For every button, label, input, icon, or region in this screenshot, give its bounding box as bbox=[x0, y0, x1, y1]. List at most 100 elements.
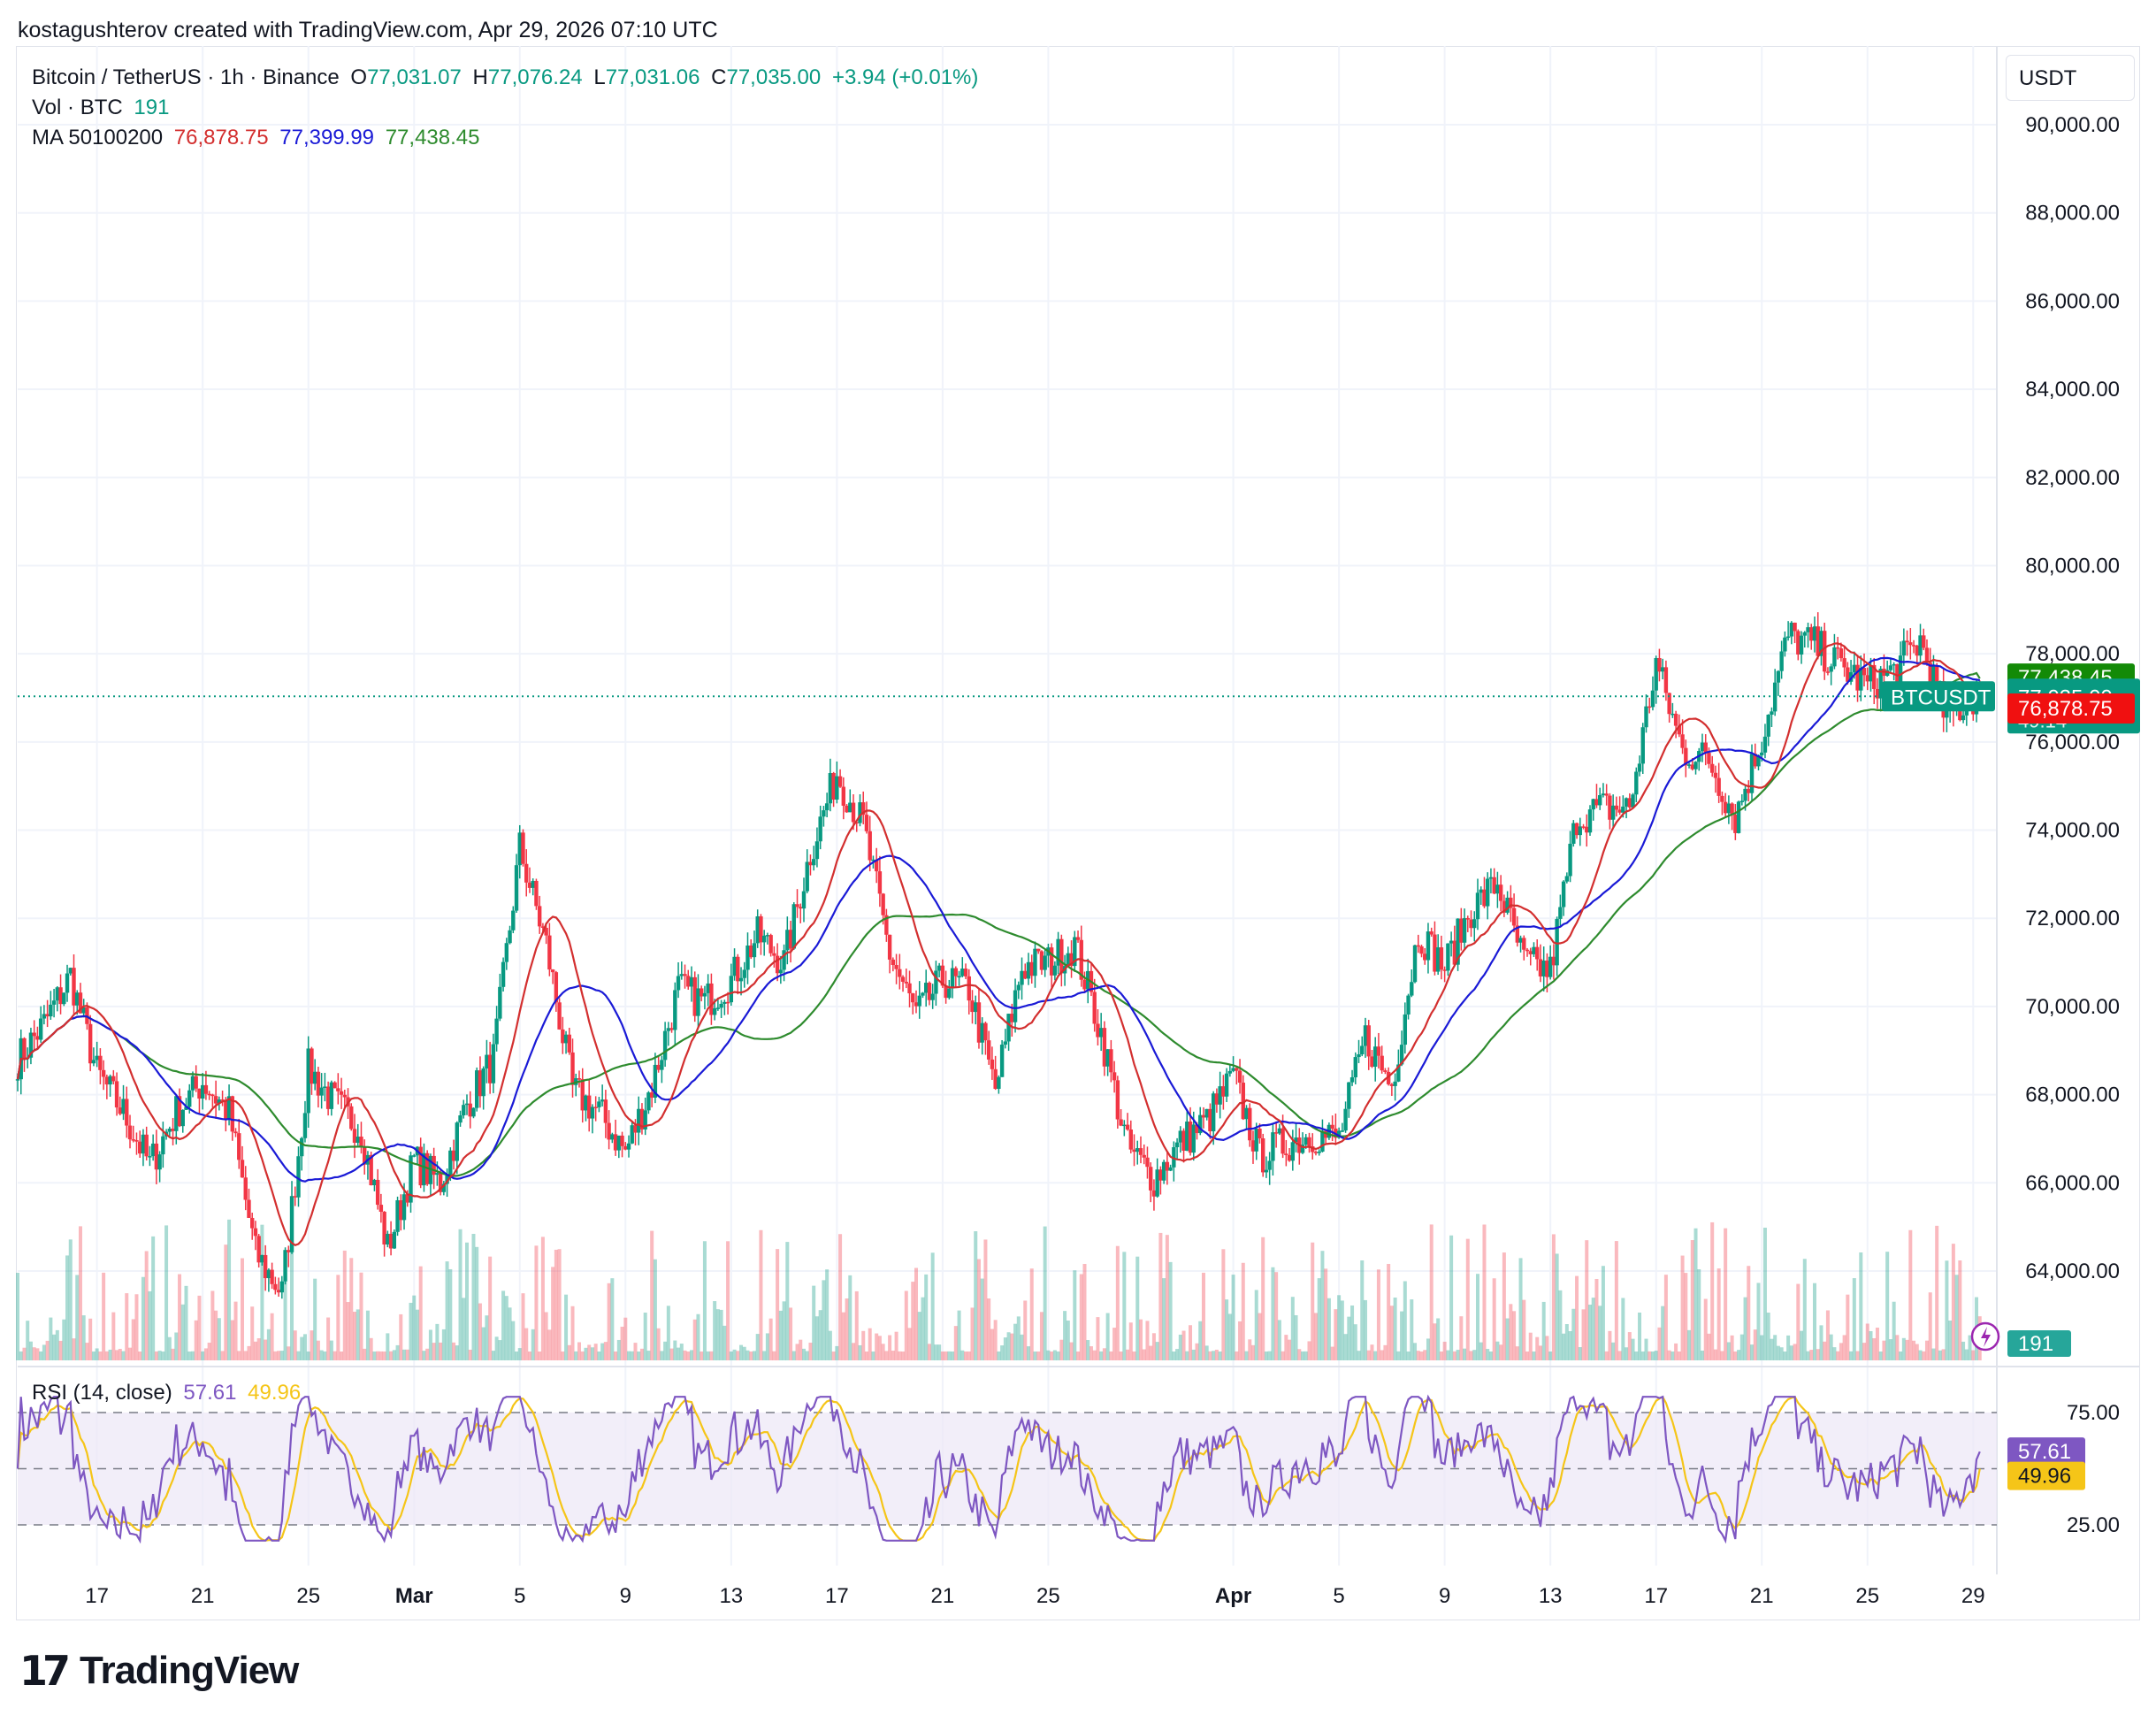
candle-body bbox=[55, 987, 60, 1001]
tradingview-logo[interactable]: 17 TradingView bbox=[19, 1647, 299, 1695]
volume-bar bbox=[1198, 1321, 1203, 1360]
candle-body bbox=[1237, 1070, 1242, 1084]
volume-bar bbox=[233, 1301, 238, 1360]
candle-body bbox=[1776, 670, 1781, 683]
credit-line: kostagushterov created with TradingView.… bbox=[18, 18, 718, 42]
volume-bar bbox=[1786, 1335, 1791, 1360]
volume-bar bbox=[828, 1330, 832, 1360]
volume-bar bbox=[1766, 1313, 1770, 1360]
volume-bar bbox=[868, 1328, 872, 1360]
volume-bar bbox=[141, 1276, 145, 1360]
volume-bar bbox=[940, 1351, 944, 1360]
volume-bar bbox=[1313, 1313, 1318, 1360]
candle-body bbox=[1532, 946, 1536, 954]
volume-bar bbox=[1538, 1345, 1542, 1360]
volume-bar bbox=[1235, 1351, 1239, 1360]
candle-body bbox=[32, 1032, 36, 1037]
candle-body bbox=[1558, 907, 1563, 919]
volume-bar bbox=[184, 1285, 188, 1360]
candle-body bbox=[884, 915, 889, 935]
volume-bar bbox=[333, 1351, 337, 1360]
price-tick-label: 78,000.00 bbox=[2025, 642, 2120, 666]
candle-body bbox=[824, 803, 830, 811]
candle-body bbox=[666, 1028, 671, 1031]
volume-bar bbox=[1922, 1351, 1926, 1360]
candle-body bbox=[174, 1096, 179, 1131]
candle-body bbox=[197, 1088, 202, 1099]
volume-bar bbox=[838, 1234, 843, 1360]
volume-bar bbox=[785, 1242, 790, 1360]
candle-body bbox=[1191, 1124, 1196, 1153]
candle-body bbox=[812, 859, 816, 866]
candle-body bbox=[1168, 1167, 1173, 1171]
volume-bar bbox=[805, 1351, 809, 1360]
candle-body bbox=[752, 943, 757, 958]
candle-body bbox=[352, 1129, 357, 1143]
candle-body bbox=[289, 1196, 294, 1252]
volume-bar bbox=[412, 1295, 417, 1360]
volume-bar bbox=[1413, 1343, 1418, 1360]
candle-body bbox=[772, 953, 776, 956]
volume-bar bbox=[316, 1340, 320, 1360]
candle-body bbox=[471, 1107, 476, 1117]
candle-body bbox=[761, 935, 767, 943]
price-tick-label: 90,000.00 bbox=[2025, 113, 2120, 137]
volume-bar bbox=[1961, 1341, 1966, 1360]
volume-bar bbox=[1178, 1334, 1182, 1360]
time-tick-label: 17 bbox=[85, 1584, 109, 1608]
candle-body bbox=[1495, 884, 1500, 894]
volume-bar bbox=[544, 1312, 548, 1360]
candle-body bbox=[755, 916, 760, 944]
candle-body bbox=[504, 943, 509, 962]
currency-unit-button[interactable]: USDT bbox=[2006, 55, 2135, 101]
volume-bar bbox=[713, 1301, 717, 1360]
candle-body bbox=[1597, 795, 1602, 806]
candle-body bbox=[1509, 897, 1513, 908]
volume-bar bbox=[1938, 1350, 1942, 1360]
volume-bar bbox=[323, 1351, 327, 1360]
volume-bar bbox=[1347, 1316, 1351, 1360]
volume-bar bbox=[1505, 1318, 1510, 1360]
volume-bar bbox=[1036, 1351, 1041, 1360]
volume-bar bbox=[32, 1347, 36, 1360]
tradingview-logo-icon: 17 bbox=[19, 1647, 71, 1695]
candle-body bbox=[570, 1052, 575, 1085]
candle-body bbox=[125, 1099, 129, 1126]
volume-bar bbox=[1849, 1351, 1854, 1360]
volume-bar bbox=[1713, 1349, 1717, 1360]
candle-body bbox=[1158, 1169, 1163, 1181]
candle-body bbox=[1660, 667, 1665, 672]
candle-body bbox=[161, 1136, 165, 1155]
volume-bar bbox=[1119, 1351, 1123, 1360]
candle-body bbox=[835, 776, 839, 800]
candle-body bbox=[1644, 706, 1648, 728]
candle-body bbox=[534, 880, 539, 907]
volume-bar bbox=[789, 1307, 793, 1360]
candle-body bbox=[1610, 805, 1616, 820]
volume-bar bbox=[260, 1224, 264, 1360]
volume-bar bbox=[1109, 1351, 1113, 1360]
volume-bar bbox=[55, 1329, 59, 1360]
volume-bar bbox=[1663, 1275, 1668, 1360]
volume-bar bbox=[917, 1312, 921, 1360]
volume-bar bbox=[1132, 1351, 1136, 1360]
candle-body bbox=[527, 882, 532, 888]
candle-body bbox=[1591, 799, 1595, 810]
candle-body bbox=[894, 965, 898, 969]
candle-body bbox=[649, 1092, 654, 1098]
volume-bar bbox=[841, 1312, 845, 1360]
volume-bar bbox=[904, 1290, 908, 1360]
volume-bar bbox=[1819, 1325, 1823, 1360]
volume-bar bbox=[1885, 1252, 1890, 1360]
volume-bar bbox=[227, 1219, 232, 1360]
candle-body bbox=[445, 1174, 449, 1184]
chart-frame[interactable] bbox=[16, 46, 2140, 1620]
candle-body bbox=[312, 1071, 317, 1084]
volume-bar bbox=[960, 1350, 965, 1360]
candle-body bbox=[101, 1069, 106, 1077]
candle-body bbox=[749, 946, 753, 958]
volume-bar bbox=[58, 1340, 63, 1360]
volume-bar bbox=[574, 1351, 578, 1360]
volume-bar bbox=[1783, 1351, 1787, 1360]
